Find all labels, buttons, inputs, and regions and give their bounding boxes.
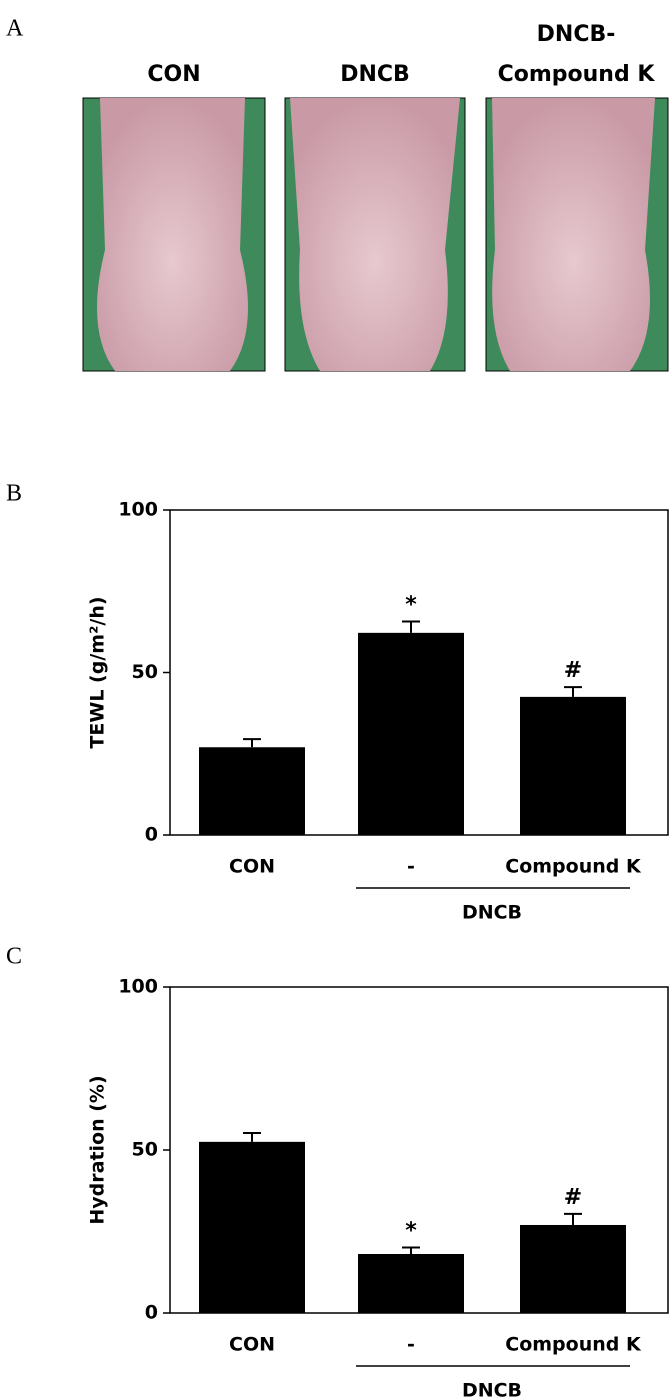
photo-label-line: DNCB-: [537, 22, 616, 47]
y-tick-label: 50: [132, 1139, 158, 1161]
x-tick-label: CON: [229, 1334, 275, 1356]
error-bar: [243, 1132, 261, 1142]
bar: [358, 632, 464, 835]
significance-label: *: [405, 592, 417, 617]
photo-label: CON: [147, 62, 200, 87]
x-tick-label: Compound K: [505, 856, 642, 878]
x-tick-label: Compound K: [505, 1334, 642, 1356]
y-tick-label: 100: [118, 499, 158, 521]
bar: [520, 696, 626, 835]
significance-label: #: [564, 658, 582, 683]
photo-label-line: DNCB: [340, 62, 410, 87]
panel-label: C: [6, 944, 22, 970]
error-bar: [564, 1212, 582, 1225]
y-tick-label: 100: [118, 976, 158, 998]
group-label: DNCB: [462, 902, 522, 924]
significance-label: *: [405, 1218, 417, 1243]
significance-label: #: [564, 1185, 582, 1210]
y-axis-label: Hydration (%): [87, 1075, 109, 1224]
x-tick-label: -: [407, 856, 415, 878]
photo: [485, 97, 669, 372]
error-bar: [564, 686, 582, 697]
error-bar: [402, 1246, 420, 1254]
photo-label-line: CON: [147, 62, 200, 87]
y-axis-label: TEWL (g/m²/h): [87, 596, 109, 748]
photo: [284, 97, 466, 372]
error-bar: [402, 620, 420, 633]
photo: [82, 97, 266, 372]
error-bar: [243, 738, 261, 748]
y-tick-label: 0: [145, 824, 158, 846]
bar: [358, 1253, 464, 1313]
bar: [199, 1141, 305, 1313]
group-label: DNCB: [462, 1380, 522, 1398]
y-tick-label: 0: [145, 1302, 158, 1324]
bar: [199, 747, 305, 835]
photo-label-line: Compound K: [498, 62, 656, 87]
y-tick-label: 50: [132, 661, 158, 683]
x-tick-label: CON: [229, 856, 275, 878]
photo-label: DNCB: [340, 62, 410, 87]
x-tick-label: -: [407, 1334, 415, 1356]
photo-label: DNCB- Compound K: [498, 22, 656, 87]
bar: [520, 1224, 626, 1313]
panel-label: B: [6, 481, 22, 507]
panel-label: A: [6, 16, 24, 42]
